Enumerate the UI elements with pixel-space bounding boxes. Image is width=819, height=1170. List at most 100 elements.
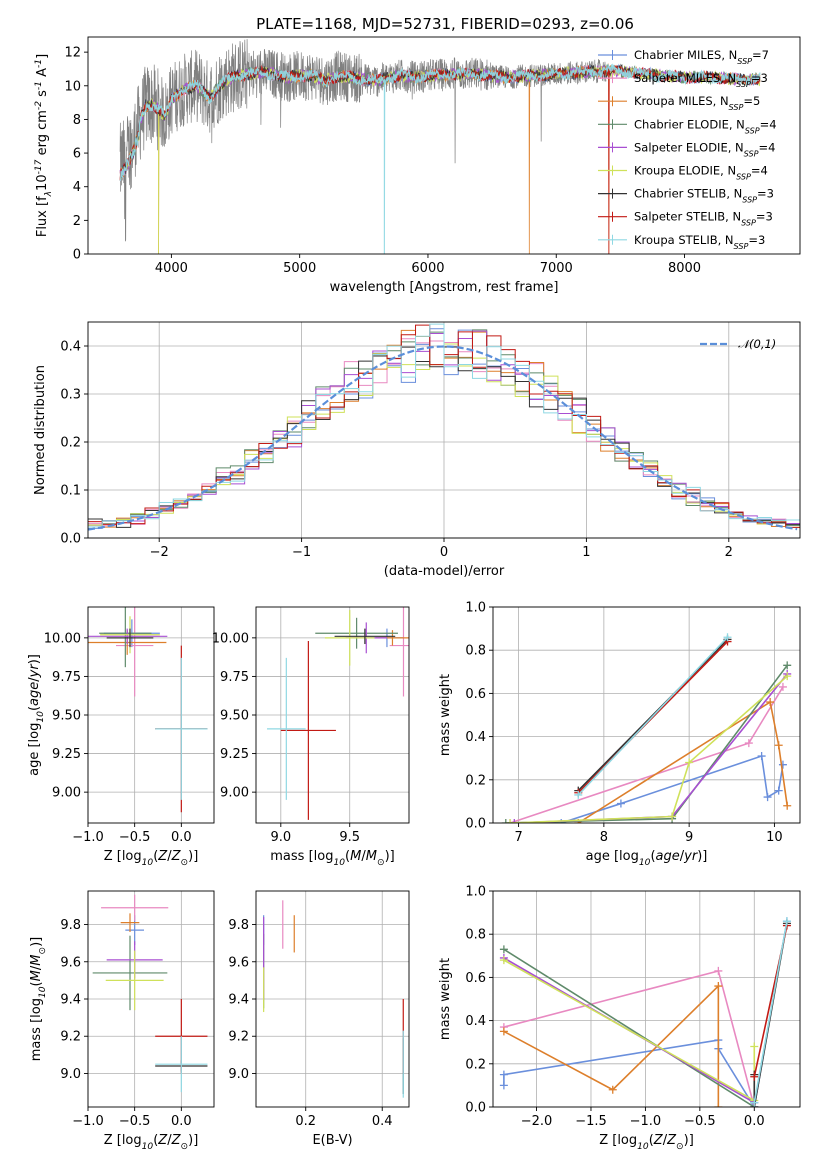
x-tick-label: 8000 [668,261,701,276]
errorbar-point [88,628,168,645]
y-tick-label: 9.6 [60,955,81,970]
y-tick-label: 0.2 [60,436,81,451]
errorbar-point [116,607,154,697]
errorbar-point [334,628,396,645]
legend-entry: Chabrier MILES, NSSP=7 [634,48,769,66]
x-tick-label: 0.2 [295,1114,316,1129]
errorbar-point [105,950,164,1011]
y-tick-label: 0.0 [465,817,486,832]
plus-marker [501,819,510,823]
plus-marker [783,661,792,670]
y-tick-label: 9.8 [60,918,81,933]
y-tick-label: 9.75 [220,670,249,685]
plus-marker [778,682,787,691]
y-axis-label: Flux [fλ10-17 erg cm-2 s-1 A-1] [34,54,54,237]
x-tick-label: 1 [582,545,590,560]
mass-weight-series [506,682,787,823]
y-tick-label: 9.75 [52,670,81,685]
model-spectrum-chabrier-stelib [119,63,761,179]
plus-marker [774,741,783,750]
y-tick-label: 9.25 [220,747,249,762]
y-axis-label: age [log10(age/yr)] [27,654,46,776]
y-tick-label: 0.0 [465,1101,486,1116]
x-tick-label: 5000 [283,261,316,276]
x-axis-label: E(B-V) [312,1133,352,1148]
x-axis-label: wavelength [Angstrom, rest frame] [330,280,559,295]
plus-marker [499,1070,508,1079]
axes-frame [492,606,801,824]
y-tick-label: 9.6 [228,955,249,970]
x-tick-label: 9.0 [270,830,291,845]
errorbar-point [155,1036,208,1093]
legend-entry: Kroupa ELODIE, NSSP=4 [634,164,768,182]
y-tick-label: 0.2 [465,773,486,788]
y-tick-label: 6 [73,147,81,162]
legend-entry: Chabrier STELIB, NSSP=3 [634,187,774,205]
x-tick-label: 10 [766,830,783,845]
plus-marker [499,1081,508,1090]
plus-marker [499,956,508,965]
x-tick-label: −1.0 [72,1114,104,1129]
plus-marker [783,801,792,810]
mass-weight-series [750,921,791,1081]
x-tick-label: −0.5 [684,1114,716,1129]
x-tick-label: −0.5 [119,830,151,845]
axes-frame [87,321,801,539]
mass-weight-series [499,966,759,1107]
y-tick-label: 9.50 [220,709,249,724]
y-tick-label: 0.8 [465,644,486,659]
plot-area [499,917,791,1107]
x-tick-label: −0.5 [119,1114,151,1129]
x-tick-label: −1.5 [575,1114,607,1129]
plot-area [119,39,761,254]
x-tick-label: 9 [685,830,693,845]
y-axis-label: Normed distribution [33,365,48,495]
errorbar-point [389,607,409,697]
plus-marker [778,760,787,769]
y-tick-label: 9.4 [60,993,81,1008]
y-axis-label: mass [log10(M/M⊙)] [29,937,48,1061]
x-tick-label: 0.0 [171,1114,192,1129]
x-axis-label: Z [log10(Z/Z⊙)] [599,1133,694,1152]
x-tick-label: −2.0 [521,1114,553,1129]
errorbar-point [155,657,208,800]
y-tick-label: 9.2 [228,1030,249,1045]
plot-area [92,894,208,1093]
y-tick-label: 0.4 [465,1014,486,1029]
errorbar-point [280,640,336,820]
legend-entry: Salpeter STELIB, NSSP=3 [634,210,773,228]
plus-marker [757,752,766,761]
panel-mass-vs-Z: −1.0 −0.5 0.0 9.0 9.2 9.4 9.6 9.8 Z [log10(Z/Z⊙)… [29,890,215,1152]
panel-age-vs-Z: −1.0 −0.5 0.0 9.00 9.25 9.50 9.75 10.00 Z [log10… [27,606,215,868]
gaussian-curve [88,345,798,531]
y-tick-label: 8 [73,113,81,128]
y-tick-label: 9.2 [60,1030,81,1045]
panel-residuals: −2 −1 0 1 2 0.0 0.1 0.2 0.3 0.4 (data-model)/error… [33,321,801,579]
panel-age-vs-mass: 9.0 9.5 9.00 9.25 9.50 9.75 10.00 mass [log10(M… [212,606,410,868]
plus-marker [774,786,783,795]
plus-marker [766,698,775,707]
axes-frame [87,606,215,824]
panel-massweight-vs-age: 7 8 9 10 0.0 0.2 0.4 0.6 0.8 1.0 age [log10(age/yr… [438,601,801,868]
y-axis-label: mass weight [438,674,453,756]
plot-area [263,900,404,1098]
y-tick-label: 9.0 [60,1067,81,1082]
mass-weight-series [499,945,759,1107]
gaussian-legend-label: 𝒩(0,1) [738,337,776,351]
x-tick-label: 0 [440,545,448,560]
y-tick-label: 0.6 [465,971,486,986]
errorbar-point [324,610,375,666]
y-tick-label: 1.0 [465,885,486,900]
plus-marker [723,633,732,642]
x-tick-label: −2 [150,545,169,560]
errorbar-point [92,935,168,1011]
mass-weight-series [499,982,723,1107]
errorbar-point [99,607,152,668]
x-tick-label: 0.0 [171,830,192,845]
plot-area [267,607,409,820]
plus-marker [714,1103,723,1107]
legend-entry: Kroupa MILES, NSSP=5 [634,94,760,112]
y-tick-label: 9.00 [220,786,249,801]
y-tick-label: 0 [73,248,81,263]
